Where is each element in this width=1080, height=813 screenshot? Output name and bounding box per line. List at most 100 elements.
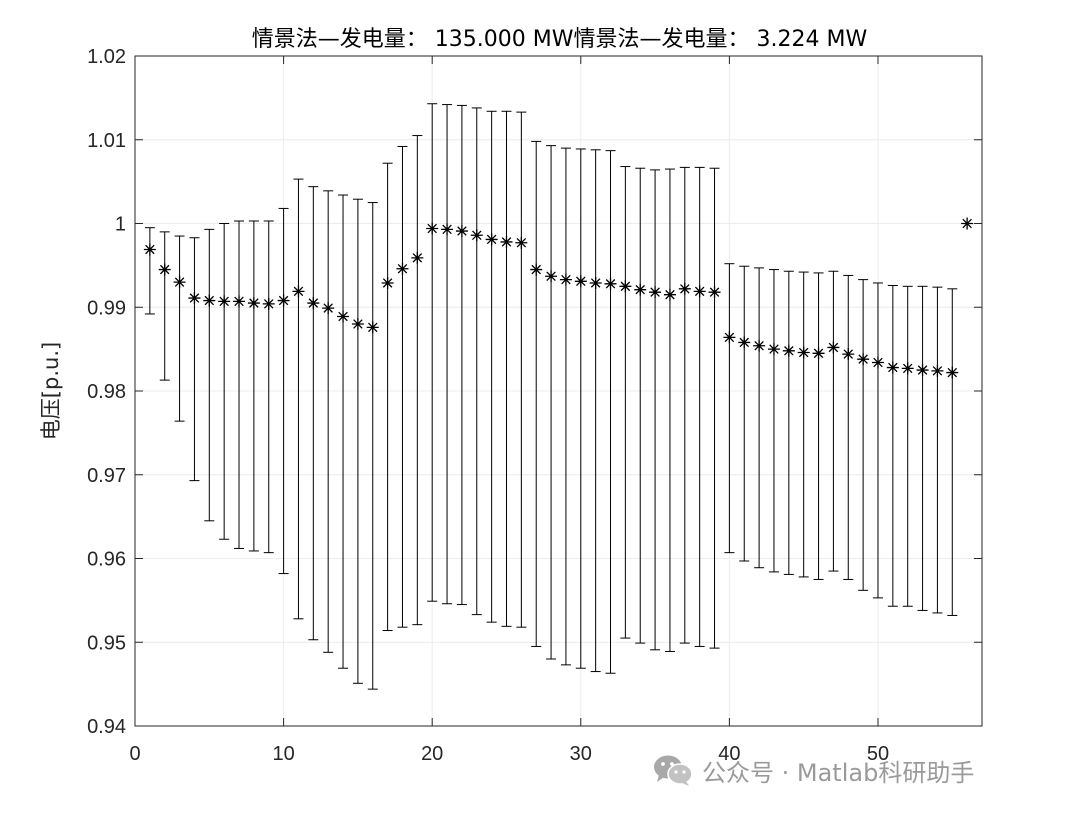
error-bar — [486, 110, 497, 623]
data-point — [574, 275, 587, 288]
data-point — [366, 321, 379, 334]
error-bar — [843, 274, 854, 580]
y-tick-label: 1.02 — [87, 46, 126, 68]
watermark-text: 公众号 · Matlab科研助手 — [702, 758, 975, 787]
error-bar — [798, 271, 809, 578]
grid-lines — [134, 55, 982, 727]
error-bar — [902, 285, 913, 607]
data-point — [916, 364, 929, 377]
y-tick-label: 0.97 — [87, 465, 126, 487]
error-bar — [516, 111, 527, 628]
error-bar — [620, 166, 631, 639]
data-point — [426, 222, 439, 235]
data-point — [470, 229, 483, 242]
data-point — [545, 270, 558, 283]
data-point — [782, 344, 795, 357]
data-point — [515, 236, 528, 249]
error-bar — [456, 104, 467, 606]
error-bar — [367, 202, 378, 690]
error-bar — [872, 282, 883, 599]
data-point — [738, 336, 751, 349]
data-point — [931, 364, 944, 377]
data-point — [767, 343, 780, 356]
data-point — [634, 283, 647, 296]
data-point — [857, 353, 870, 366]
data-point — [604, 277, 617, 290]
error-bar — [605, 150, 616, 674]
x-tick-label: 40 — [718, 743, 740, 765]
data-point — [619, 280, 632, 293]
data-point — [337, 310, 350, 323]
x-tick-label: 10 — [272, 743, 294, 765]
error-bar — [174, 235, 185, 422]
data-point — [351, 318, 364, 330]
data-markers — [143, 217, 974, 379]
data-point — [396, 262, 409, 275]
error-bar — [932, 286, 943, 614]
data-point — [158, 263, 171, 276]
error-bar — [560, 147, 571, 666]
error-bar — [531, 140, 542, 647]
data-point — [678, 282, 691, 295]
error-bar — [754, 267, 765, 569]
data-point — [292, 285, 305, 298]
data-point — [203, 294, 216, 307]
error-bar — [293, 178, 304, 620]
error-bar — [635, 167, 646, 644]
error-bar — [501, 110, 512, 627]
error-bar — [234, 220, 245, 549]
data-point — [663, 288, 676, 301]
data-point — [901, 362, 914, 375]
error-bar — [263, 220, 274, 554]
error-bars — [144, 103, 958, 690]
data-point — [797, 346, 810, 359]
error-bar — [204, 228, 215, 522]
axis-ticks: 0.94 0.95 0.96 0.97 0.98 0.99 1 1.01 1.02 0 10 20 30… — [87, 46, 982, 765]
data-point — [693, 285, 706, 298]
error-bar — [813, 272, 824, 580]
y-tick-label: 0.96 — [87, 549, 126, 571]
x-tick-label: 50 — [867, 743, 889, 765]
watermark: 公众号 · Matlab科研助手 — [652, 750, 974, 790]
y-tick-label: 0.94 — [87, 716, 126, 738]
error-bar — [575, 148, 586, 669]
data-point — [708, 286, 721, 299]
data-point — [589, 276, 602, 289]
data-point — [143, 243, 156, 256]
data-point — [886, 361, 899, 374]
data-point — [946, 366, 959, 379]
error-bar — [278, 207, 289, 575]
x-tick-label: 20 — [421, 743, 443, 765]
data-point — [218, 295, 231, 308]
error-bar — [338, 194, 349, 669]
error-bar — [694, 166, 705, 647]
error-bar — [352, 198, 363, 684]
data-point — [559, 273, 572, 286]
error-bar — [427, 103, 438, 602]
data-point — [262, 297, 275, 310]
data-point — [812, 347, 825, 360]
error-bar — [189, 237, 200, 482]
data-point — [871, 356, 884, 369]
error-bar — [442, 104, 453, 605]
error-bar — [159, 231, 170, 381]
error-bar — [397, 145, 408, 628]
data-point — [188, 292, 201, 305]
data-point — [753, 339, 766, 352]
data-point — [322, 302, 335, 315]
data-point — [500, 235, 513, 248]
data-point — [842, 348, 855, 361]
error-bar — [783, 270, 794, 575]
data-point — [723, 331, 736, 344]
y-tick-label: 0.95 — [87, 632, 126, 654]
data-point — [173, 276, 186, 289]
data-point — [411, 251, 424, 264]
x-tick-label: 30 — [570, 743, 592, 765]
error-bar — [887, 284, 898, 607]
data-point — [441, 223, 454, 236]
data-point — [233, 295, 246, 308]
error-bar — [828, 270, 839, 572]
error-bar — [471, 107, 482, 616]
data-point — [455, 225, 468, 238]
